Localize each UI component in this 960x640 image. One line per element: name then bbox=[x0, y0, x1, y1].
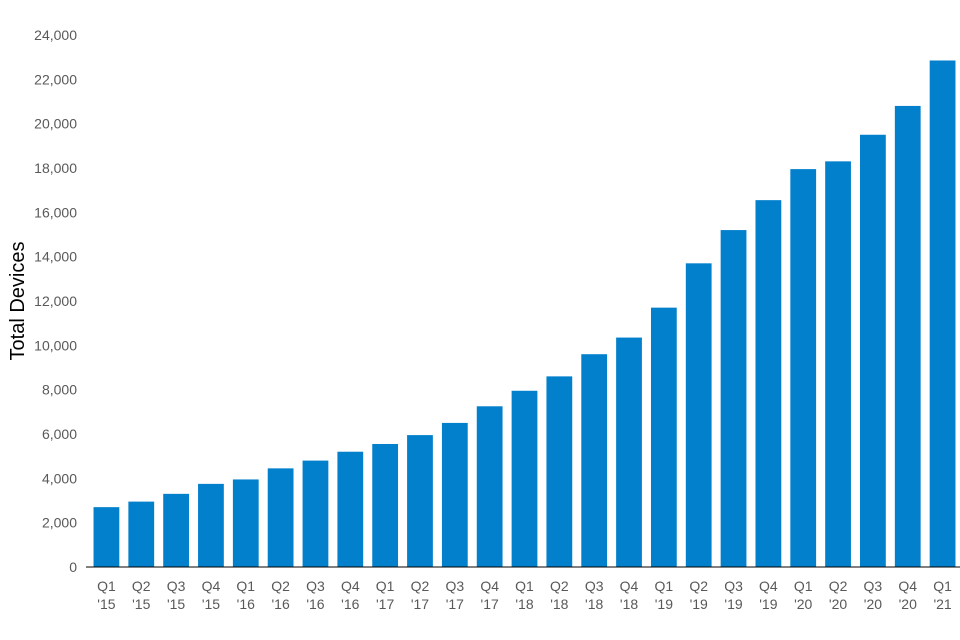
y-axis-ticks: 0 2,000 4,000 6,000 8,000 10,000 12,000 14,000 1… bbox=[34, 27, 77, 575]
x-tick-label: Q1'21 bbox=[933, 578, 952, 612]
bar bbox=[198, 483, 224, 568]
x-tick-label: Q1'16 bbox=[236, 578, 255, 612]
x-tick-label: Q1'19 bbox=[655, 578, 674, 612]
x-tick-label: Q4'18 bbox=[620, 578, 639, 612]
x-tick-label: Q1'18 bbox=[515, 578, 534, 612]
x-tick-label: Q2'16 bbox=[271, 578, 290, 612]
bar bbox=[825, 161, 851, 567]
y-tick-label: 12,000 bbox=[34, 293, 77, 309]
bar bbox=[372, 443, 399, 567]
bar bbox=[407, 435, 433, 567]
bar bbox=[929, 60, 956, 568]
bar bbox=[128, 501, 155, 567]
x-tick-label: Q4'20 bbox=[898, 578, 917, 612]
x-tick-label: Q4'17 bbox=[480, 578, 499, 612]
x-tick-label: Q2'15 bbox=[132, 578, 151, 612]
x-tick-label: Q3'20 bbox=[864, 578, 883, 612]
bar bbox=[163, 493, 189, 567]
bar bbox=[267, 468, 294, 567]
x-tick-label: Q3'15 bbox=[167, 578, 186, 612]
x-tick-label: Q3'17 bbox=[445, 578, 464, 612]
x-axis-ticks: Q1'15 Q2'15 Q3'15 Q4'15 Q1'16 Q2'16 Q3'16 Q4'16… bbox=[97, 578, 952, 612]
x-tick-label: Q1'17 bbox=[376, 578, 395, 612]
bar bbox=[581, 354, 608, 567]
x-tick-label: Q2'18 bbox=[550, 578, 569, 612]
y-tick-label: 8,000 bbox=[42, 382, 77, 398]
y-axis-title: Total Devices bbox=[7, 242, 29, 361]
x-tick-label: Q3'19 bbox=[724, 578, 743, 612]
y-tick-label: 16,000 bbox=[34, 204, 77, 220]
bar bbox=[755, 200, 782, 567]
bar bbox=[511, 390, 538, 567]
y-tick-label: 14,000 bbox=[34, 249, 77, 265]
y-tick-label: 0 bbox=[69, 559, 77, 575]
bar bbox=[616, 337, 642, 567]
bar bbox=[441, 422, 468, 567]
y-tick-label: 24,000 bbox=[34, 27, 77, 43]
y-tick-label: 20,000 bbox=[34, 116, 77, 132]
bar bbox=[476, 406, 503, 567]
x-tick-label: Q1'20 bbox=[794, 578, 813, 612]
bar bbox=[302, 460, 329, 567]
y-tick-label: 18,000 bbox=[34, 160, 77, 176]
x-tick-label: Q2'20 bbox=[829, 578, 848, 612]
x-tick-label: Q4'16 bbox=[341, 578, 360, 612]
x-tick-label: Q4'15 bbox=[202, 578, 221, 612]
bar bbox=[860, 134, 886, 567]
x-tick-label: Q2'19 bbox=[689, 578, 708, 612]
y-tick-label: 2,000 bbox=[42, 515, 77, 531]
x-tick-label: Q1'15 bbox=[97, 578, 116, 612]
x-tick-label: Q4'19 bbox=[759, 578, 778, 612]
bar bbox=[337, 451, 364, 567]
bar bbox=[720, 230, 747, 567]
bar bbox=[546, 376, 573, 567]
bar bbox=[650, 307, 677, 567]
x-tick-label: Q2'17 bbox=[411, 578, 430, 612]
y-tick-label: 6,000 bbox=[42, 426, 77, 442]
x-tick-label: Q3'16 bbox=[306, 578, 325, 612]
bar bbox=[894, 105, 921, 568]
y-tick-label: 10,000 bbox=[34, 337, 77, 353]
x-tick-label: Q3'18 bbox=[585, 578, 604, 612]
bar bbox=[232, 479, 259, 567]
bar bbox=[93, 507, 120, 567]
bar bbox=[790, 169, 817, 568]
y-tick-label: 4,000 bbox=[42, 470, 77, 486]
bars-group bbox=[93, 60, 956, 568]
bar bbox=[685, 263, 712, 567]
y-tick-label: 22,000 bbox=[34, 71, 77, 87]
